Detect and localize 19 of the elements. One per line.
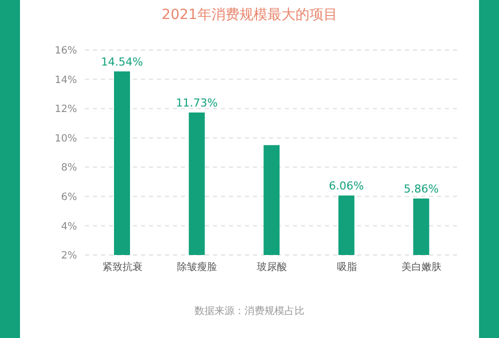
- data-label: 14.54%: [101, 55, 143, 68]
- y-tick-label: 14%: [54, 74, 77, 86]
- y-tick-label: 6%: [61, 192, 77, 203]
- x-tick-label: 除皱瘦脸: [177, 261, 218, 274]
- x-tick-label: 玻尿酸: [257, 261, 287, 274]
- x-tick-label: 吸脂: [336, 261, 357, 274]
- data-label: 11.73%: [176, 96, 218, 110]
- y-tick-label: 12%: [54, 104, 77, 116]
- data-label: 6.06%: [328, 180, 364, 193]
- x-tick-label: 紧致抗衰: [102, 261, 142, 274]
- x-tick-label: 美白嫩肤: [402, 261, 442, 274]
- chart-title: 2021年消费规模最大的项目: [160, 6, 338, 24]
- y-tick-label: 8%: [61, 162, 77, 174]
- y-tick-label: 16%: [54, 46, 77, 57]
- data-label: 5.86%: [404, 182, 439, 196]
- source-note: 数据来源：消费规模占比: [194, 304, 306, 318]
- y-tick-label: 4%: [61, 221, 77, 232]
- y-tick-label: 2%: [61, 250, 77, 262]
- y-tick-label: 10%: [54, 133, 77, 144]
